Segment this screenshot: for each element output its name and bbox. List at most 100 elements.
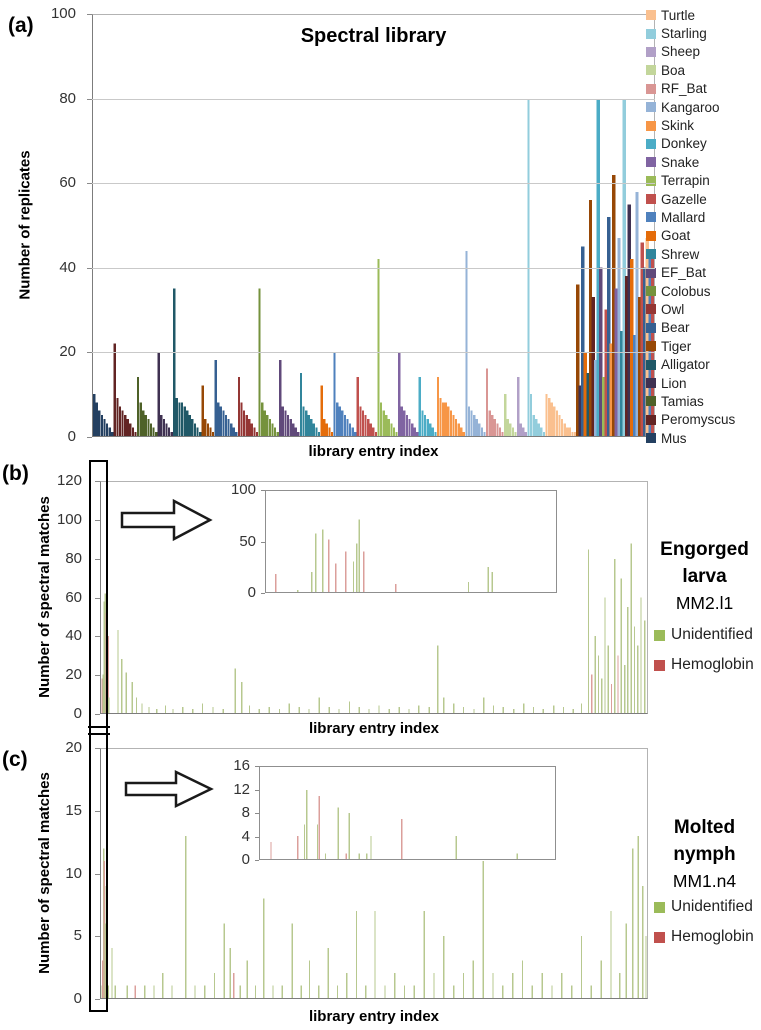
legend-swatch-icon — [654, 629, 665, 641]
gridline-a — [92, 267, 655, 269]
y-tick-mark-c — [95, 748, 100, 749]
legend-label: Colobus — [661, 283, 711, 299]
legend-swatch-icon — [646, 157, 656, 168]
legend-item-unidentified: Unidentified — [654, 626, 753, 644]
legend-label: Shrew — [661, 246, 700, 262]
panel-a-xlabel: library entry index — [308, 443, 439, 460]
y-tick-mark-b — [95, 675, 100, 677]
y-tick-mark-a — [87, 98, 92, 100]
legend-label: Mus — [661, 430, 687, 446]
legend-item-alligator: Alligator — [646, 355, 735, 373]
y-tick-label-a: 20 — [59, 343, 76, 361]
legend-label: Alligator — [661, 357, 710, 373]
y-tick-label-b_inset: 100 — [230, 481, 256, 498]
legend-swatch-icon — [646, 378, 656, 388]
panel-b-inset-bars — [275, 519, 493, 592]
y-tick-mark-c — [95, 873, 100, 875]
legend-label: Lion — [661, 375, 687, 391]
y-tick-label-c: 10 — [65, 864, 82, 882]
y-tick-mark-c_inset — [255, 860, 259, 861]
legend-label: Terrapin — [661, 173, 710, 189]
y-tick-mark-b — [95, 636, 100, 638]
panel-a-legend: Turtle Starling Sheep Boa RF_Bat Kangaroo Skin… — [646, 6, 735, 447]
legend-label: Peromyscus — [661, 412, 736, 428]
y-tick-label-b_inset: 0 — [247, 584, 256, 601]
y-tick-mark-c — [95, 936, 100, 938]
legend-item-skink: Skink — [646, 116, 735, 134]
panel-b-letter: (b) — [2, 462, 29, 485]
legend-label: EF_Bat — [661, 265, 707, 281]
panel-b-annotation: Engorged larva MM2.l1 — [648, 536, 761, 616]
y-tick-label-c_inset: 4 — [241, 827, 250, 845]
legend-swatch-icon — [646, 286, 656, 297]
y-tick-label-b: 20 — [65, 666, 82, 684]
panel-a-plot-area — [92, 14, 655, 437]
y-tick-label-c_inset: 0 — [241, 851, 250, 868]
panel-b-sample-id: MM2.l1 — [675, 593, 734, 613]
legend-swatch-icon — [646, 120, 656, 131]
panel-a-ylabel: Number of replicates — [16, 150, 34, 300]
y-tick-mark-a — [87, 437, 92, 438]
legend-item-ef_bat: EF_Bat — [646, 263, 735, 281]
y-tick-mark-b — [95, 481, 100, 482]
y-tick-label-a: 80 — [59, 89, 76, 107]
legend-label: RF_Bat — [661, 81, 707, 97]
legend-swatch-icon — [646, 322, 656, 333]
y-tick-mark-b_inset — [261, 541, 265, 543]
y-tick-mark-c_inset — [255, 813, 259, 814]
legend-item-tiger: Tiger — [646, 337, 735, 355]
y-tick-mark-b_inset — [261, 593, 265, 594]
legend-label: Hemoglobin — [671, 928, 754, 945]
legend-swatch-icon — [646, 46, 656, 57]
legend-item-owl: Owl — [646, 300, 735, 318]
legend-label: Tamias — [661, 393, 704, 409]
legend-swatch-icon — [646, 249, 656, 260]
legend-label: Hemoglobin — [671, 656, 754, 673]
y-tick-mark-b — [95, 597, 100, 599]
legend-swatch-icon — [646, 212, 656, 223]
y-tick-mark-a — [87, 352, 92, 354]
panel-b-annotation-line2: larva — [682, 566, 727, 587]
legend-swatch-icon — [646, 359, 656, 370]
panel-a-letter: (a) — [8, 14, 34, 37]
y-tick-label-c: 0 — [73, 990, 82, 1007]
y-tick-label-a: 100 — [50, 5, 76, 22]
legend-item-colobus: Colobus — [646, 282, 735, 300]
legend-item-hemoglobin: Hemoglobin — [654, 928, 754, 946]
y-tick-mark-b — [95, 519, 100, 521]
legend-item-snake: Snake — [646, 153, 735, 171]
y-tick-mark-b — [95, 714, 100, 715]
y-tick-label-b: 80 — [65, 549, 82, 567]
legend-item-tamias: Tamias — [646, 392, 735, 410]
y-tick-label-b: 60 — [65, 588, 82, 606]
y-tick-mark-a — [87, 14, 92, 15]
y-tick-label-a: 0 — [67, 428, 76, 445]
legend-item-terrapin: Terrapin — [646, 172, 735, 190]
legend-label: Kangaroo — [661, 99, 720, 115]
legend-swatch-icon — [646, 175, 656, 186]
panel-c-sample-id: MM1.n4 — [672, 871, 737, 891]
zoom-arrow-b-icon — [120, 498, 213, 542]
legend-item-goat: Goat — [646, 227, 735, 245]
y-tick-mark-a — [87, 183, 92, 185]
panel-c-annotation-line2: nymph — [673, 844, 736, 865]
legend-item-mallard: Mallard — [646, 208, 735, 226]
legend-swatch-icon — [646, 304, 656, 315]
y-tick-mark-b_inset — [261, 490, 265, 491]
legend-swatch-icon — [646, 65, 656, 76]
legend-item-boa: Boa — [646, 61, 735, 79]
panel-c-inset-bars — [270, 790, 518, 859]
legend-swatch-icon — [646, 396, 656, 407]
panel-b-bars — [101, 543, 646, 713]
panel-b-xlabel: library entry index — [308, 720, 440, 737]
legend-swatch-icon — [654, 901, 665, 913]
y-tick-mark-c_inset — [255, 789, 259, 791]
legend-swatch-icon — [646, 341, 656, 352]
legend-item-peromyscus: Peromyscus — [646, 411, 735, 429]
legend-label: Unidentified — [671, 626, 753, 643]
legend-item-kangaroo: Kangaroo — [646, 98, 735, 116]
y-tick-label-b: 120 — [56, 472, 82, 489]
panel-b-plot-area — [100, 481, 648, 714]
legend-item-shrew: Shrew — [646, 245, 735, 263]
